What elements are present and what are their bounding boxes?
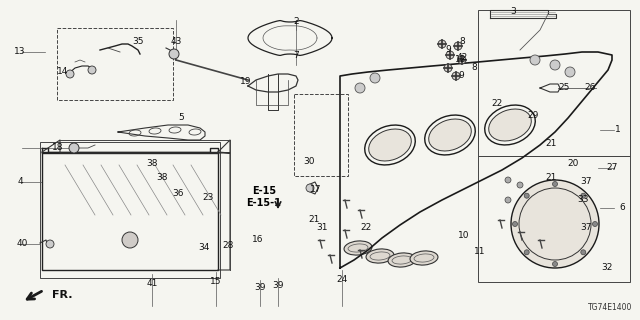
Text: 9: 9 <box>445 45 451 54</box>
Circle shape <box>580 250 586 255</box>
Text: 21: 21 <box>545 173 557 182</box>
Text: 18: 18 <box>52 143 64 153</box>
Circle shape <box>66 70 74 78</box>
Text: 19: 19 <box>240 77 252 86</box>
Text: 6: 6 <box>619 204 625 212</box>
Text: 7: 7 <box>293 51 299 60</box>
Text: 20: 20 <box>567 158 579 167</box>
Text: 14: 14 <box>58 68 68 76</box>
Text: 13: 13 <box>14 47 26 57</box>
Text: 31: 31 <box>316 223 328 233</box>
Text: 24: 24 <box>337 276 348 284</box>
Circle shape <box>511 180 599 268</box>
Circle shape <box>552 261 557 267</box>
Circle shape <box>69 143 79 153</box>
Circle shape <box>593 221 598 227</box>
Circle shape <box>458 56 466 64</box>
Text: 16: 16 <box>252 236 264 244</box>
Circle shape <box>446 51 454 59</box>
Text: 8: 8 <box>459 37 465 46</box>
Text: 38: 38 <box>156 173 168 182</box>
Text: 4: 4 <box>17 178 23 187</box>
Text: 2: 2 <box>293 18 299 27</box>
Circle shape <box>122 232 138 248</box>
Bar <box>294 94 348 176</box>
Text: 41: 41 <box>147 278 157 287</box>
Text: 36: 36 <box>172 189 184 198</box>
Text: 32: 32 <box>602 263 612 273</box>
Text: 28: 28 <box>222 241 234 250</box>
Text: 23: 23 <box>202 194 214 203</box>
Text: 39: 39 <box>272 282 284 291</box>
Circle shape <box>444 64 452 72</box>
Text: 37: 37 <box>580 222 592 231</box>
Ellipse shape <box>388 253 416 267</box>
Circle shape <box>505 197 511 203</box>
Circle shape <box>169 49 179 59</box>
Text: FR.: FR. <box>52 290 72 300</box>
Circle shape <box>517 182 523 188</box>
Text: 34: 34 <box>198 244 210 252</box>
Text: 5: 5 <box>178 114 184 123</box>
Circle shape <box>438 40 446 48</box>
Circle shape <box>580 193 586 198</box>
Circle shape <box>565 67 575 77</box>
Ellipse shape <box>366 249 394 263</box>
Text: 30: 30 <box>303 157 315 166</box>
Text: 25: 25 <box>558 84 570 92</box>
Bar <box>478 10 630 156</box>
Bar <box>40 142 220 278</box>
Text: 12: 12 <box>455 55 467 65</box>
Circle shape <box>524 250 529 255</box>
Text: E-15
E-15-1: E-15 E-15-1 <box>246 186 282 208</box>
Text: 29: 29 <box>527 110 539 119</box>
Text: 17: 17 <box>310 186 322 195</box>
Text: 35: 35 <box>132 37 144 46</box>
Circle shape <box>355 83 365 93</box>
Text: 26: 26 <box>584 84 596 92</box>
Text: 42: 42 <box>456 53 468 62</box>
Circle shape <box>454 42 462 50</box>
Text: 43: 43 <box>170 37 182 46</box>
Circle shape <box>88 66 96 74</box>
Circle shape <box>550 60 560 70</box>
Ellipse shape <box>429 119 471 151</box>
Circle shape <box>552 181 557 187</box>
Text: 10: 10 <box>458 231 470 241</box>
Ellipse shape <box>369 129 412 161</box>
Circle shape <box>306 184 314 192</box>
Text: 22: 22 <box>492 100 502 108</box>
Circle shape <box>370 73 380 83</box>
Text: 15: 15 <box>211 276 221 285</box>
Text: 21: 21 <box>308 215 320 225</box>
Text: 33: 33 <box>577 196 589 204</box>
Text: 40: 40 <box>16 239 28 249</box>
Bar <box>57 28 173 100</box>
Ellipse shape <box>489 109 531 141</box>
Ellipse shape <box>344 241 372 255</box>
Text: TG74E1400: TG74E1400 <box>588 303 632 312</box>
Text: 11: 11 <box>474 247 486 257</box>
Text: 27: 27 <box>606 164 618 172</box>
Circle shape <box>513 221 518 227</box>
Ellipse shape <box>410 251 438 265</box>
Text: 39: 39 <box>254 284 266 292</box>
Circle shape <box>530 55 540 65</box>
Bar <box>478 156 630 282</box>
Circle shape <box>46 240 54 248</box>
Text: 3: 3 <box>510 7 516 17</box>
Circle shape <box>524 193 529 198</box>
Text: 8: 8 <box>471 63 477 73</box>
Text: 37: 37 <box>580 177 592 186</box>
Circle shape <box>452 72 460 80</box>
Text: 38: 38 <box>147 159 157 169</box>
Circle shape <box>505 177 511 183</box>
Text: 22: 22 <box>360 223 372 233</box>
Text: 21: 21 <box>545 139 557 148</box>
Text: 1: 1 <box>615 125 621 134</box>
Text: 9: 9 <box>458 70 464 79</box>
